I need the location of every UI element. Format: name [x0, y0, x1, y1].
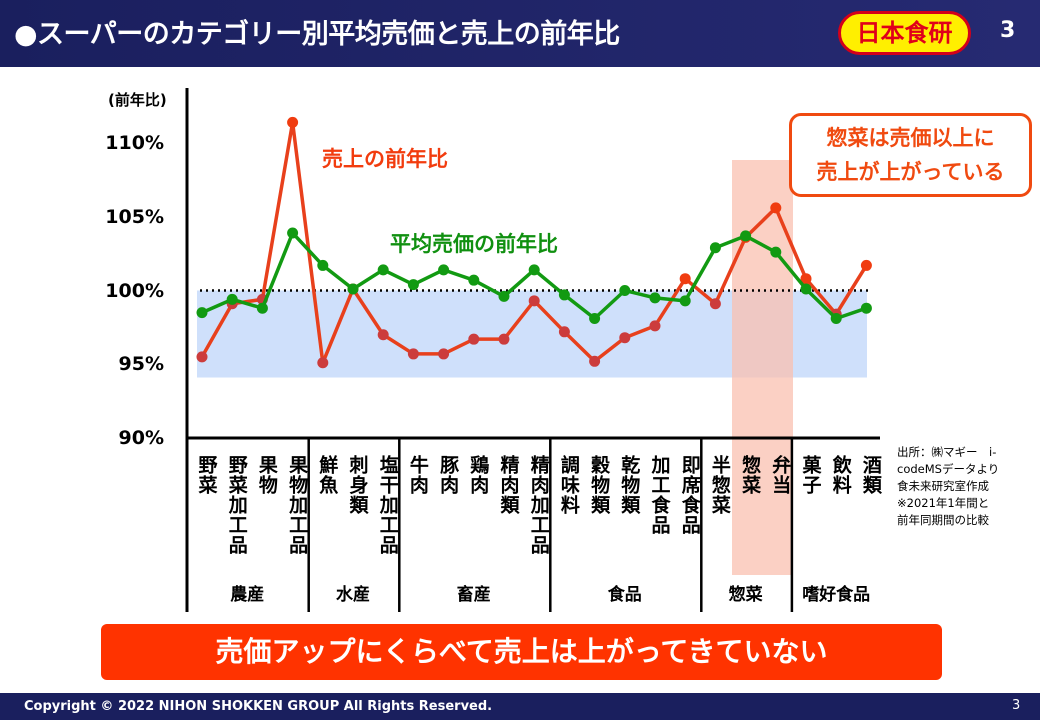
category-label: 半惣菜 [708, 455, 731, 515]
note-line: 出所：㈱マギー i-codeMSデータより [897, 445, 1000, 476]
series-label-price: 平均売価の前年比 [390, 232, 558, 256]
note-line: 前年同期間の比較 [897, 513, 989, 527]
category-label: 惣菜 [739, 455, 762, 495]
data-point-price [528, 264, 540, 276]
y-tick-label: 95% [118, 353, 164, 376]
source-note: 出所：㈱マギー i-codeMSデータより 食未来研究室作成 ※2021年1年間… [897, 444, 1037, 529]
category-label: 果物加工品 [286, 455, 309, 555]
category-label: 豚肉 [437, 455, 460, 495]
y-tick-label: 105% [105, 205, 164, 228]
data-point-price [589, 313, 601, 325]
group-label: 水産 [336, 585, 370, 605]
data-point-price [468, 274, 480, 286]
category-label: 鶏肉 [467, 455, 490, 495]
note-line: ※2021年1年間と [897, 496, 990, 510]
data-point-sales [196, 351, 208, 363]
category-label: 穀物類 [588, 455, 611, 515]
page-number: 3 [1000, 18, 1016, 43]
group-label: 畜産 [456, 585, 491, 605]
page-title: ●スーパーのカテゴリー別平均売価と売上の前年比 [14, 19, 620, 50]
data-point-price [679, 295, 691, 307]
data-point-sales [619, 332, 631, 344]
data-point-sales [407, 348, 419, 360]
callout-line: 売上が上がっている [816, 160, 1005, 184]
data-point-price [377, 264, 389, 276]
data-point-price [287, 227, 299, 239]
data-point-price [619, 285, 631, 296]
data-point-sales [589, 355, 601, 367]
category-label: 弁当 [769, 455, 792, 495]
group-label: 農産 [230, 585, 265, 605]
category-label: 即席食品 [678, 455, 701, 535]
data-point-price [438, 264, 450, 276]
data-point-sales [528, 295, 540, 307]
data-point-sales [468, 333, 480, 345]
header: ●スーパーのカテゴリー別平均売価と売上の前年比 日本食研 3 [0, 0, 1040, 67]
copyright: Copyright © 2022 NIHON SHOKKEN GROUP All… [24, 699, 493, 714]
data-point-sales [377, 329, 389, 341]
y-tick-label: 90% [118, 427, 164, 449]
data-point-sales [649, 320, 661, 332]
category-label: 菓子 [799, 455, 822, 495]
data-point-sales [558, 326, 570, 338]
data-point-sales [498, 333, 510, 345]
data-point-price [558, 289, 570, 301]
category-label: 野菜加工品 [225, 455, 248, 555]
category-label: 野菜 [195, 455, 218, 495]
data-point-price [830, 313, 842, 325]
data-point-price [317, 259, 329, 271]
data-point-sales [438, 348, 450, 360]
y-axis-label: (前年比) [108, 91, 167, 109]
category-label: 鮮魚 [316, 455, 339, 495]
data-point-price [196, 307, 208, 319]
data-point-sales [317, 357, 329, 369]
data-point-sales [770, 202, 782, 214]
group-label: 食品 [607, 585, 642, 605]
category-label: 果物 [255, 455, 278, 495]
category-label: 刺身類 [346, 455, 369, 515]
data-point-sales [709, 298, 721, 310]
callout-line: 惣菜は売価以上に [826, 126, 995, 150]
data-point-sales [287, 116, 299, 128]
category-label: 精肉類 [497, 455, 520, 515]
data-point-price [407, 279, 419, 291]
group-label: 惣菜 [728, 585, 763, 605]
data-point-sales [800, 273, 812, 285]
data-point-price [649, 292, 661, 304]
data-point-price [256, 302, 268, 314]
data-point-price [347, 283, 359, 295]
data-point-price [709, 242, 721, 254]
footer-page-number: 3 [1012, 698, 1021, 713]
category-label: 飲料 [829, 455, 852, 495]
category-label: 乾物類 [618, 455, 641, 515]
y-tick-label: 110% [105, 132, 164, 154]
category-label: 精肉加工品 [527, 455, 550, 555]
note-line: 食未来研究室作成 [897, 479, 989, 493]
data-point-price [498, 290, 510, 302]
group-label: 嗜好食品 [802, 585, 871, 605]
footer: Copyright © 2022 NIHON SHOKKEN GROUP All… [0, 693, 1040, 720]
highlight-band-souzai [732, 160, 793, 575]
conclusion-banner: 売価アップにくらべて売上は上がってきていない [101, 624, 942, 680]
category-label: 酒類 [859, 455, 882, 495]
data-point-sales [860, 259, 872, 271]
category-label: 牛肉 [406, 455, 429, 495]
data-point-sales [679, 273, 691, 285]
data-point-price [226, 293, 238, 305]
data-point-price [860, 302, 872, 314]
y-tick-label: 100% [105, 279, 164, 302]
category-label: 調味料 [557, 455, 580, 515]
category-label: 加工食品 [648, 455, 671, 535]
company-logo: 日本食研 [838, 11, 971, 55]
category-label: 塩干加工品 [376, 455, 399, 555]
data-point-price [800, 283, 812, 295]
data-point-price [770, 246, 782, 258]
callout-annotation: 惣菜は売価以上に 売上が上がっている [789, 113, 1032, 197]
data-point-price [740, 230, 752, 242]
series-label-sales: 売上の前年比 [322, 147, 448, 171]
